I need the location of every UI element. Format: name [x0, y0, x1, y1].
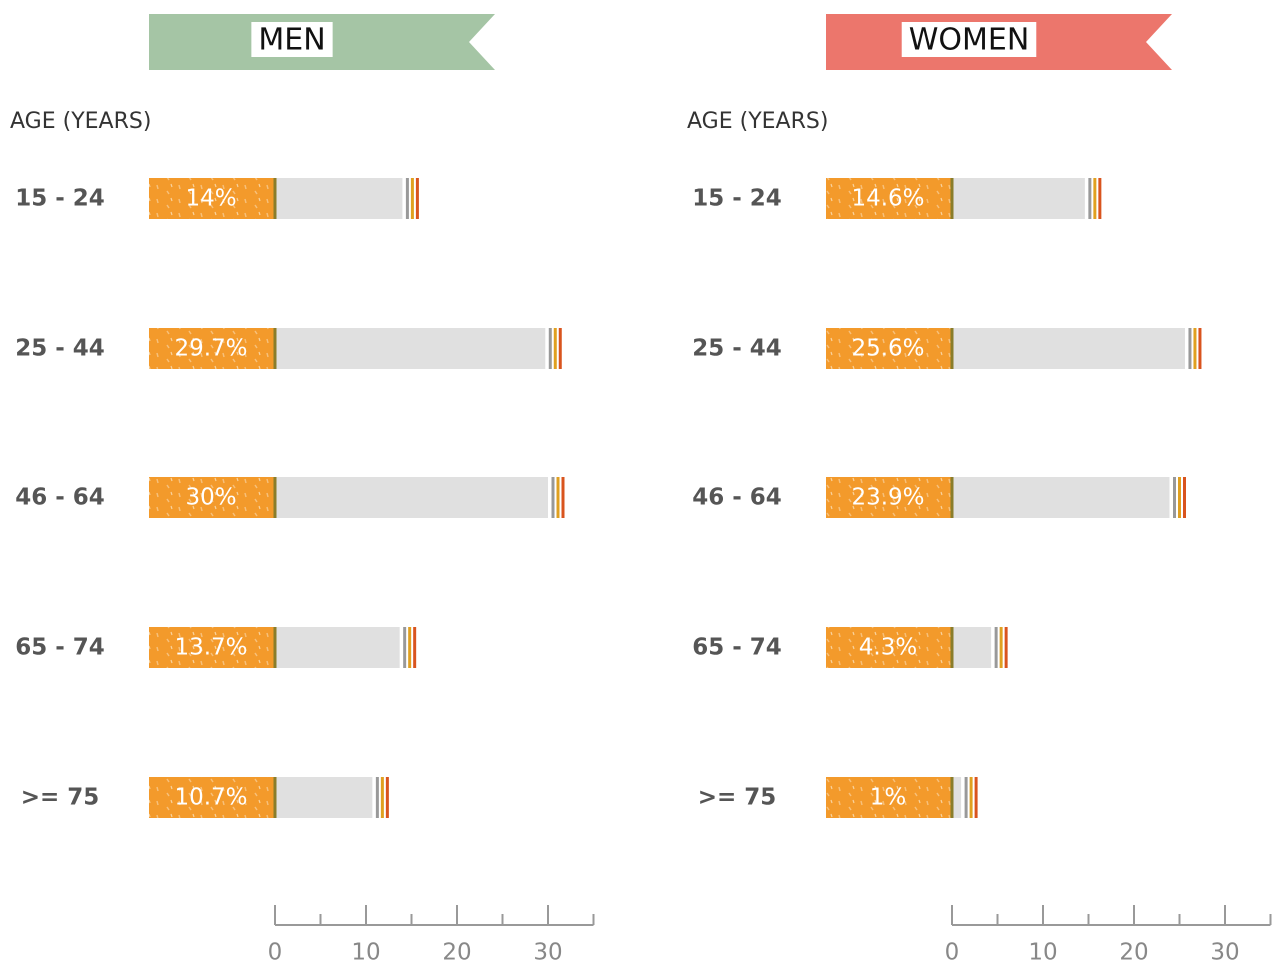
panel-title: WOMEN — [909, 23, 1030, 58]
axis-title: AGE (YEARS) — [10, 109, 151, 134]
bar — [275, 328, 546, 369]
category-label: >= 75 — [698, 785, 777, 811]
bar — [275, 477, 548, 518]
bar — [275, 777, 373, 818]
category-label: 15 - 24 — [15, 186, 105, 212]
category-label: 65 - 74 — [15, 635, 105, 661]
x-tick-label: 0 — [945, 940, 960, 965]
cigarette-filter — [826, 178, 952, 219]
category-label: >= 75 — [21, 785, 100, 811]
x-tick-label: 0 — [268, 940, 283, 965]
title-box — [901, 22, 1037, 57]
cigarette-filter — [149, 477, 275, 518]
bar — [952, 477, 1170, 518]
cigarette-filter — [149, 777, 275, 818]
value-label: 23.9% — [851, 485, 924, 511]
value-label: 10.7% — [174, 785, 247, 811]
value-label: 14% — [185, 186, 236, 212]
bar — [275, 178, 403, 219]
x-tick-label: 10 — [351, 940, 380, 965]
category-label: 25 - 44 — [15, 336, 105, 362]
bar — [275, 627, 400, 668]
x-tick-label: 10 — [1028, 940, 1057, 965]
cigarette-filter — [149, 328, 275, 369]
category-label: 46 - 64 — [15, 485, 105, 511]
value-label: 1% — [870, 785, 907, 811]
x-tick-label: 20 — [442, 940, 471, 965]
cigarette-filter — [826, 627, 952, 668]
category-label: 25 - 44 — [692, 336, 782, 362]
value-label: 25.6% — [851, 336, 924, 362]
category-label: 15 - 24 — [692, 186, 782, 212]
bar — [952, 777, 962, 818]
value-label: 30% — [185, 485, 236, 511]
value-label: 14.6% — [851, 186, 924, 212]
category-label: 65 - 74 — [692, 635, 782, 661]
value-label: 29.7% — [174, 336, 247, 362]
panel-title: MEN — [258, 23, 325, 58]
x-tick-label: 30 — [1210, 940, 1239, 965]
bar — [952, 328, 1185, 369]
value-label: 13.7% — [174, 635, 247, 661]
bar — [952, 627, 992, 668]
axis-title: AGE (YEARS) — [687, 109, 828, 134]
cigarette-filter — [826, 328, 952, 369]
cigarette-filter — [149, 627, 275, 668]
value-label: 4.3% — [859, 635, 917, 661]
bar — [952, 178, 1085, 219]
title-box — [251, 22, 333, 57]
x-tick-label: 20 — [1119, 940, 1148, 965]
x-tick-label: 30 — [533, 940, 562, 965]
cigarette-filter — [149, 178, 275, 219]
cigarette-filter — [826, 777, 952, 818]
cigarette-filter — [826, 477, 952, 518]
category-label: 46 - 64 — [692, 485, 782, 511]
